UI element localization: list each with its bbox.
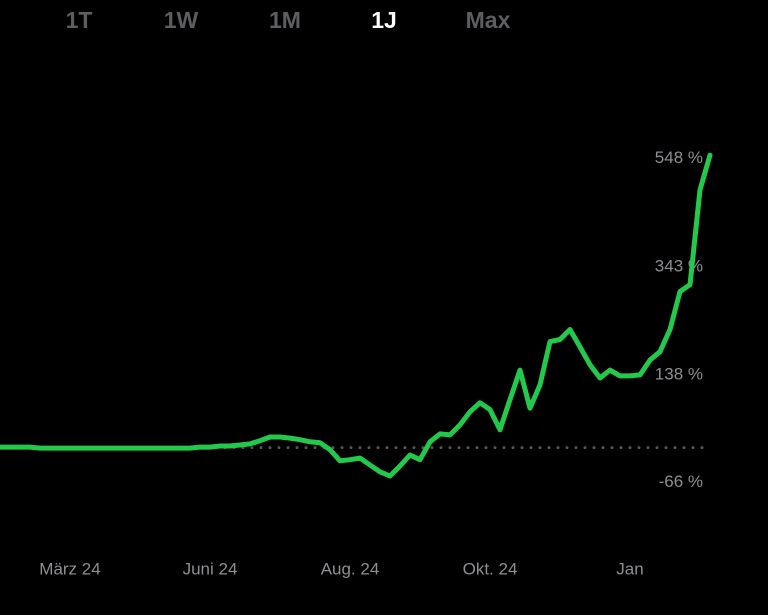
x-tick-label: Jan — [616, 559, 643, 578]
price-line — [0, 152, 713, 479]
x-tick-label: Okt. 24 — [463, 559, 518, 578]
time-range-tab[interactable]: 1M — [269, 7, 301, 33]
time-range-tab[interactable]: 1T — [66, 7, 93, 33]
x-tick-label: März 24 — [39, 559, 100, 578]
x-tick-label: Juni 24 — [183, 559, 238, 578]
x-tick-label: Aug. 24 — [321, 559, 380, 578]
time-range-tab[interactable]: 1W — [164, 7, 199, 33]
y-tick-label: 548 % — [655, 148, 703, 167]
y-tick-label: 138 % — [655, 364, 703, 383]
time-range-tab[interactable]: 1J — [371, 7, 397, 33]
y-tick-label: 343 % — [655, 256, 703, 275]
time-range-tab[interactable]: Max — [466, 7, 511, 33]
y-tick-label: -66 % — [659, 472, 703, 491]
